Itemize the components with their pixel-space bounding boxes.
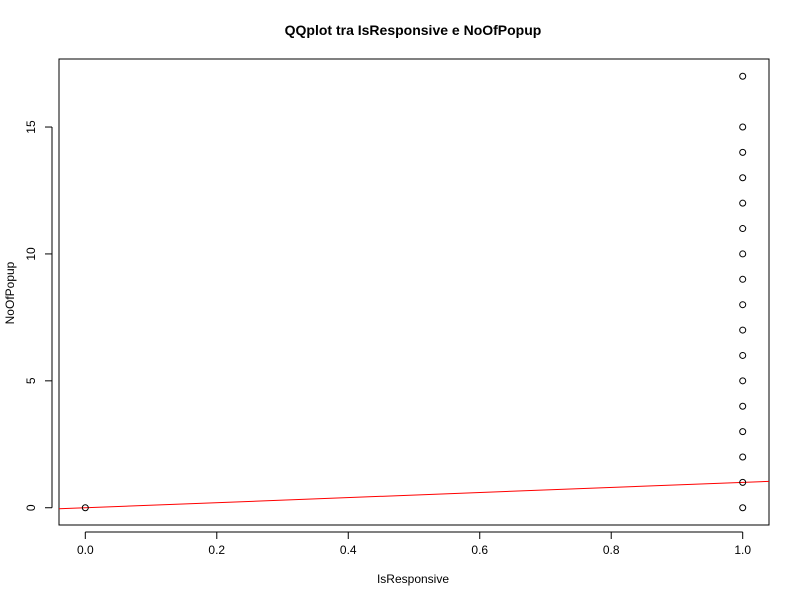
data-point	[739, 402, 747, 410]
reference-line-group	[58, 480, 770, 510]
chart-title: QQplot tra IsResponsive e NoOfPopup	[285, 22, 542, 38]
points-group	[81, 72, 747, 512]
x-tick-label: 1.0	[734, 543, 751, 557]
data-point	[739, 351, 747, 359]
data-point	[739, 250, 747, 258]
x-tick-label: 0.8	[603, 543, 620, 557]
data-point	[739, 225, 747, 233]
y-axis-label: NoOfPopup	[3, 261, 17, 324]
data-point	[739, 377, 747, 385]
qq-reference-line	[58, 480, 770, 510]
y-tick-label: 0	[24, 504, 38, 511]
data-point	[739, 123, 747, 131]
data-point	[739, 174, 747, 182]
y-axis: 0 5 10 15	[24, 120, 53, 511]
data-point	[739, 72, 747, 80]
x-tick-label: 0.0	[77, 543, 94, 557]
plot-area-frame	[58, 58, 770, 526]
data-point	[739, 199, 747, 207]
y-tick-label: 5	[24, 377, 38, 384]
x-axis: 0.0 0.2 0.4 0.6 0.8 1.0	[77, 531, 751, 557]
data-point	[739, 504, 747, 512]
data-point	[739, 275, 747, 283]
data-point	[81, 504, 89, 512]
x-axis-label: IsResponsive	[377, 572, 449, 586]
x-tick-label: 0.2	[208, 543, 225, 557]
y-tick-label: 15	[24, 120, 38, 134]
x-tick-label: 0.6	[471, 543, 488, 557]
x-tick-label: 0.4	[340, 543, 357, 557]
data-point	[739, 428, 747, 436]
data-point	[739, 453, 747, 461]
y-tick-label: 10	[24, 247, 38, 261]
data-point	[739, 148, 747, 156]
data-point	[739, 478, 747, 486]
data-point	[739, 301, 747, 309]
data-point	[739, 326, 747, 334]
